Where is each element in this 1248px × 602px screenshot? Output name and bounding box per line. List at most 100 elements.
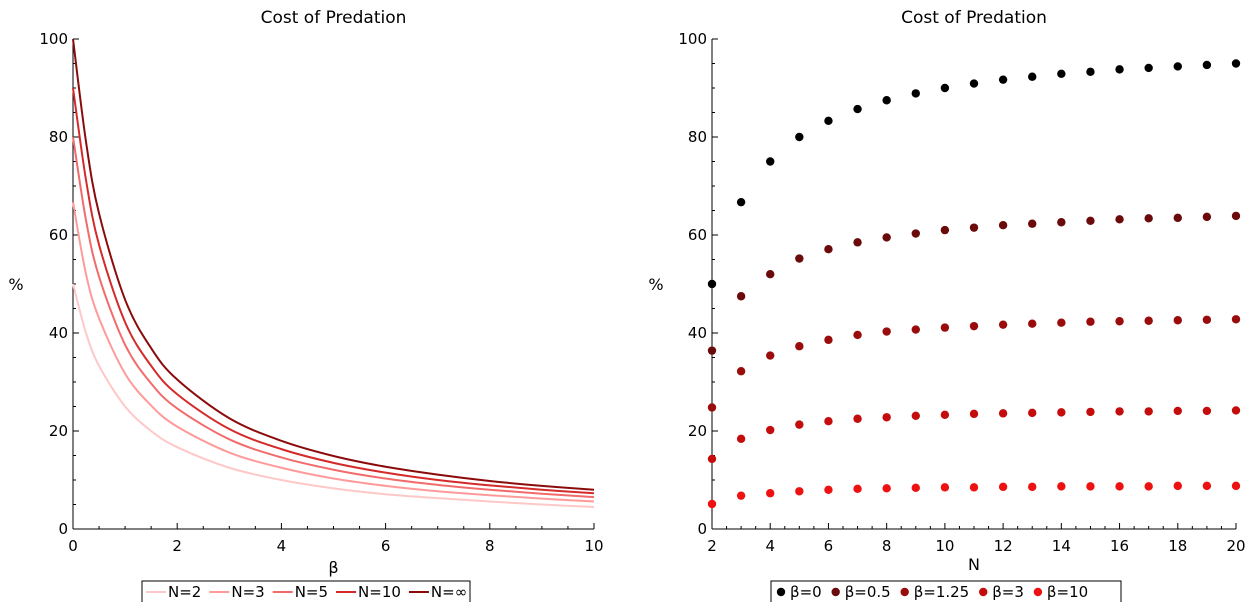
data-point xyxy=(824,335,833,345)
data-point xyxy=(766,489,775,498)
y-tick-label: 40 xyxy=(49,324,68,342)
legend-item: β=0.5 xyxy=(831,583,891,601)
data-point xyxy=(736,491,746,500)
x-tick-label: 8 xyxy=(882,537,892,555)
x-tick-label: 6 xyxy=(381,537,391,555)
data-point xyxy=(795,420,804,429)
legend-swatch-dot xyxy=(900,587,909,597)
legend-label: β=0.5 xyxy=(845,583,891,601)
data-point xyxy=(853,238,862,247)
legend-label: β=3 xyxy=(992,583,1024,601)
y-tick-label: 0 xyxy=(697,520,707,538)
legend-item: N=10 xyxy=(336,583,401,601)
data-point xyxy=(736,434,746,444)
series-line-2 xyxy=(72,201,595,503)
x-tick-label: 18 xyxy=(1168,537,1187,555)
legend-swatch-dot xyxy=(776,587,786,597)
x-tick-label: 10 xyxy=(584,537,603,555)
x-tick-label: 8 xyxy=(485,537,495,555)
data-point xyxy=(1173,316,1182,325)
data-point xyxy=(1144,214,1153,223)
data-point xyxy=(824,116,833,126)
x-axis-label: β xyxy=(328,558,338,577)
data-point xyxy=(969,321,979,331)
data-point xyxy=(940,323,950,332)
x-tick-label: 20 xyxy=(1226,537,1245,555)
data-point xyxy=(1202,406,1212,416)
data-point xyxy=(1086,407,1095,417)
legend-item: N=2 xyxy=(146,583,201,601)
data-point xyxy=(1086,216,1095,225)
legend-label: N=3 xyxy=(231,583,264,601)
data-point xyxy=(824,245,833,254)
y-tick-label: 80 xyxy=(49,128,68,146)
legend-item: β=10 xyxy=(1033,583,1088,601)
legend-swatch-dot xyxy=(979,587,988,597)
data-point xyxy=(1173,62,1182,71)
data-point xyxy=(1231,406,1241,415)
legend-item: β=3 xyxy=(979,583,1024,601)
y-tick-label: 100 xyxy=(39,30,68,48)
data-point xyxy=(824,417,833,426)
data-point xyxy=(1115,482,1124,491)
data-point xyxy=(795,487,804,496)
data-point xyxy=(882,484,891,493)
legend: N=2 N=3 N=5 N=10 N=∞ xyxy=(141,580,471,602)
data-point xyxy=(1115,65,1124,74)
data-point xyxy=(1231,211,1241,221)
data-point xyxy=(795,254,804,263)
data-point xyxy=(940,83,950,93)
data-point xyxy=(853,104,862,114)
data-point xyxy=(1202,481,1212,491)
legend-label: β=1.25 xyxy=(914,583,970,601)
x-axis-label: N xyxy=(968,555,980,574)
data-point xyxy=(911,411,920,421)
data-point xyxy=(1173,213,1182,223)
data-point xyxy=(766,157,775,166)
data-point xyxy=(940,483,950,492)
data-point xyxy=(1202,212,1212,222)
series-line-3 xyxy=(72,136,595,499)
data-point xyxy=(882,96,891,105)
legend-swatch-dot xyxy=(1033,587,1043,597)
data-point xyxy=(736,197,746,207)
data-point xyxy=(969,79,979,88)
legend-item: β=0 xyxy=(776,583,822,601)
y-tick-label: 60 xyxy=(688,226,707,244)
data-point xyxy=(1144,63,1153,73)
x-tick-label: 12 xyxy=(994,537,1013,555)
x-tick-label: 4 xyxy=(277,537,287,555)
x-tick-label: 10 xyxy=(935,537,954,555)
data-point xyxy=(736,292,746,301)
data-point xyxy=(1144,316,1153,325)
x-tick-label: 2 xyxy=(172,537,182,555)
data-point xyxy=(1057,482,1066,491)
data-point xyxy=(998,75,1008,84)
data-point xyxy=(795,342,804,351)
series-line-1 xyxy=(72,283,595,508)
data-point xyxy=(1173,406,1182,416)
data-point xyxy=(911,483,920,493)
legend-label: N=∞ xyxy=(431,583,467,601)
data-point xyxy=(998,320,1008,329)
x-tick-label: 0 xyxy=(68,537,78,555)
data-point xyxy=(1231,59,1241,68)
data-point xyxy=(1057,69,1066,78)
data-point xyxy=(1057,318,1066,327)
data-point xyxy=(766,270,775,279)
legend-item: β=1.25 xyxy=(900,583,969,601)
legend-label: β=10 xyxy=(1047,583,1088,601)
data-point xyxy=(707,454,717,464)
data-point xyxy=(1028,219,1037,228)
chart-title: Cost of Predation xyxy=(901,8,1047,28)
data-point xyxy=(1086,67,1095,77)
data-point xyxy=(1115,317,1124,326)
chart-title: Cost of Predation xyxy=(261,8,407,28)
x-tick-label: 4 xyxy=(765,537,775,555)
data-point xyxy=(1086,482,1095,491)
data-point xyxy=(795,132,804,142)
data-point xyxy=(853,330,862,340)
